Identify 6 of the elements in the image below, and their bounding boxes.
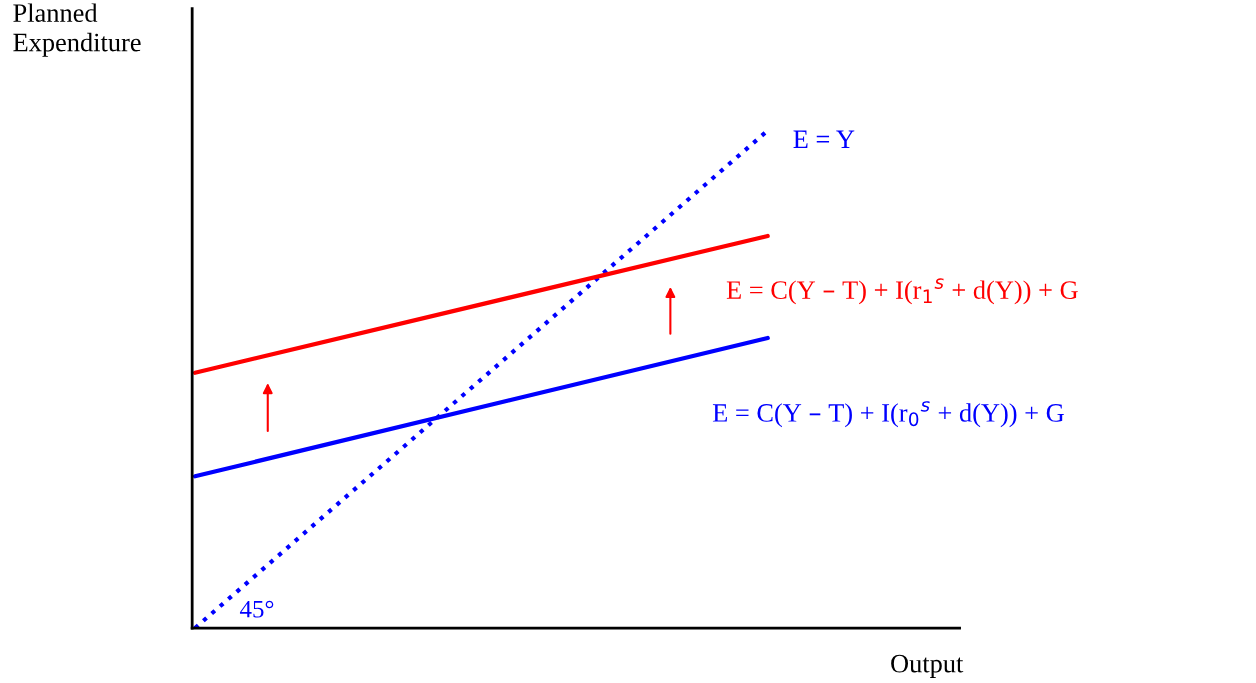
series-label: E = C(Y – T) + I(r$_{0}$$^{s}$ + d(Y)) + G: [712, 401, 1064, 428]
annotation: 45°: [239, 600, 274, 618]
x-axis-title: Output: [891, 654, 964, 678]
y-axis-title: Planned Expenditure: [13, 3, 141, 57]
legend-label: E = C(Y – T) + I(r$_{1}$$^{s}$ + d(Y)) + G: [726, 278, 1078, 305]
series-label: E = Y: [793, 130, 855, 148]
